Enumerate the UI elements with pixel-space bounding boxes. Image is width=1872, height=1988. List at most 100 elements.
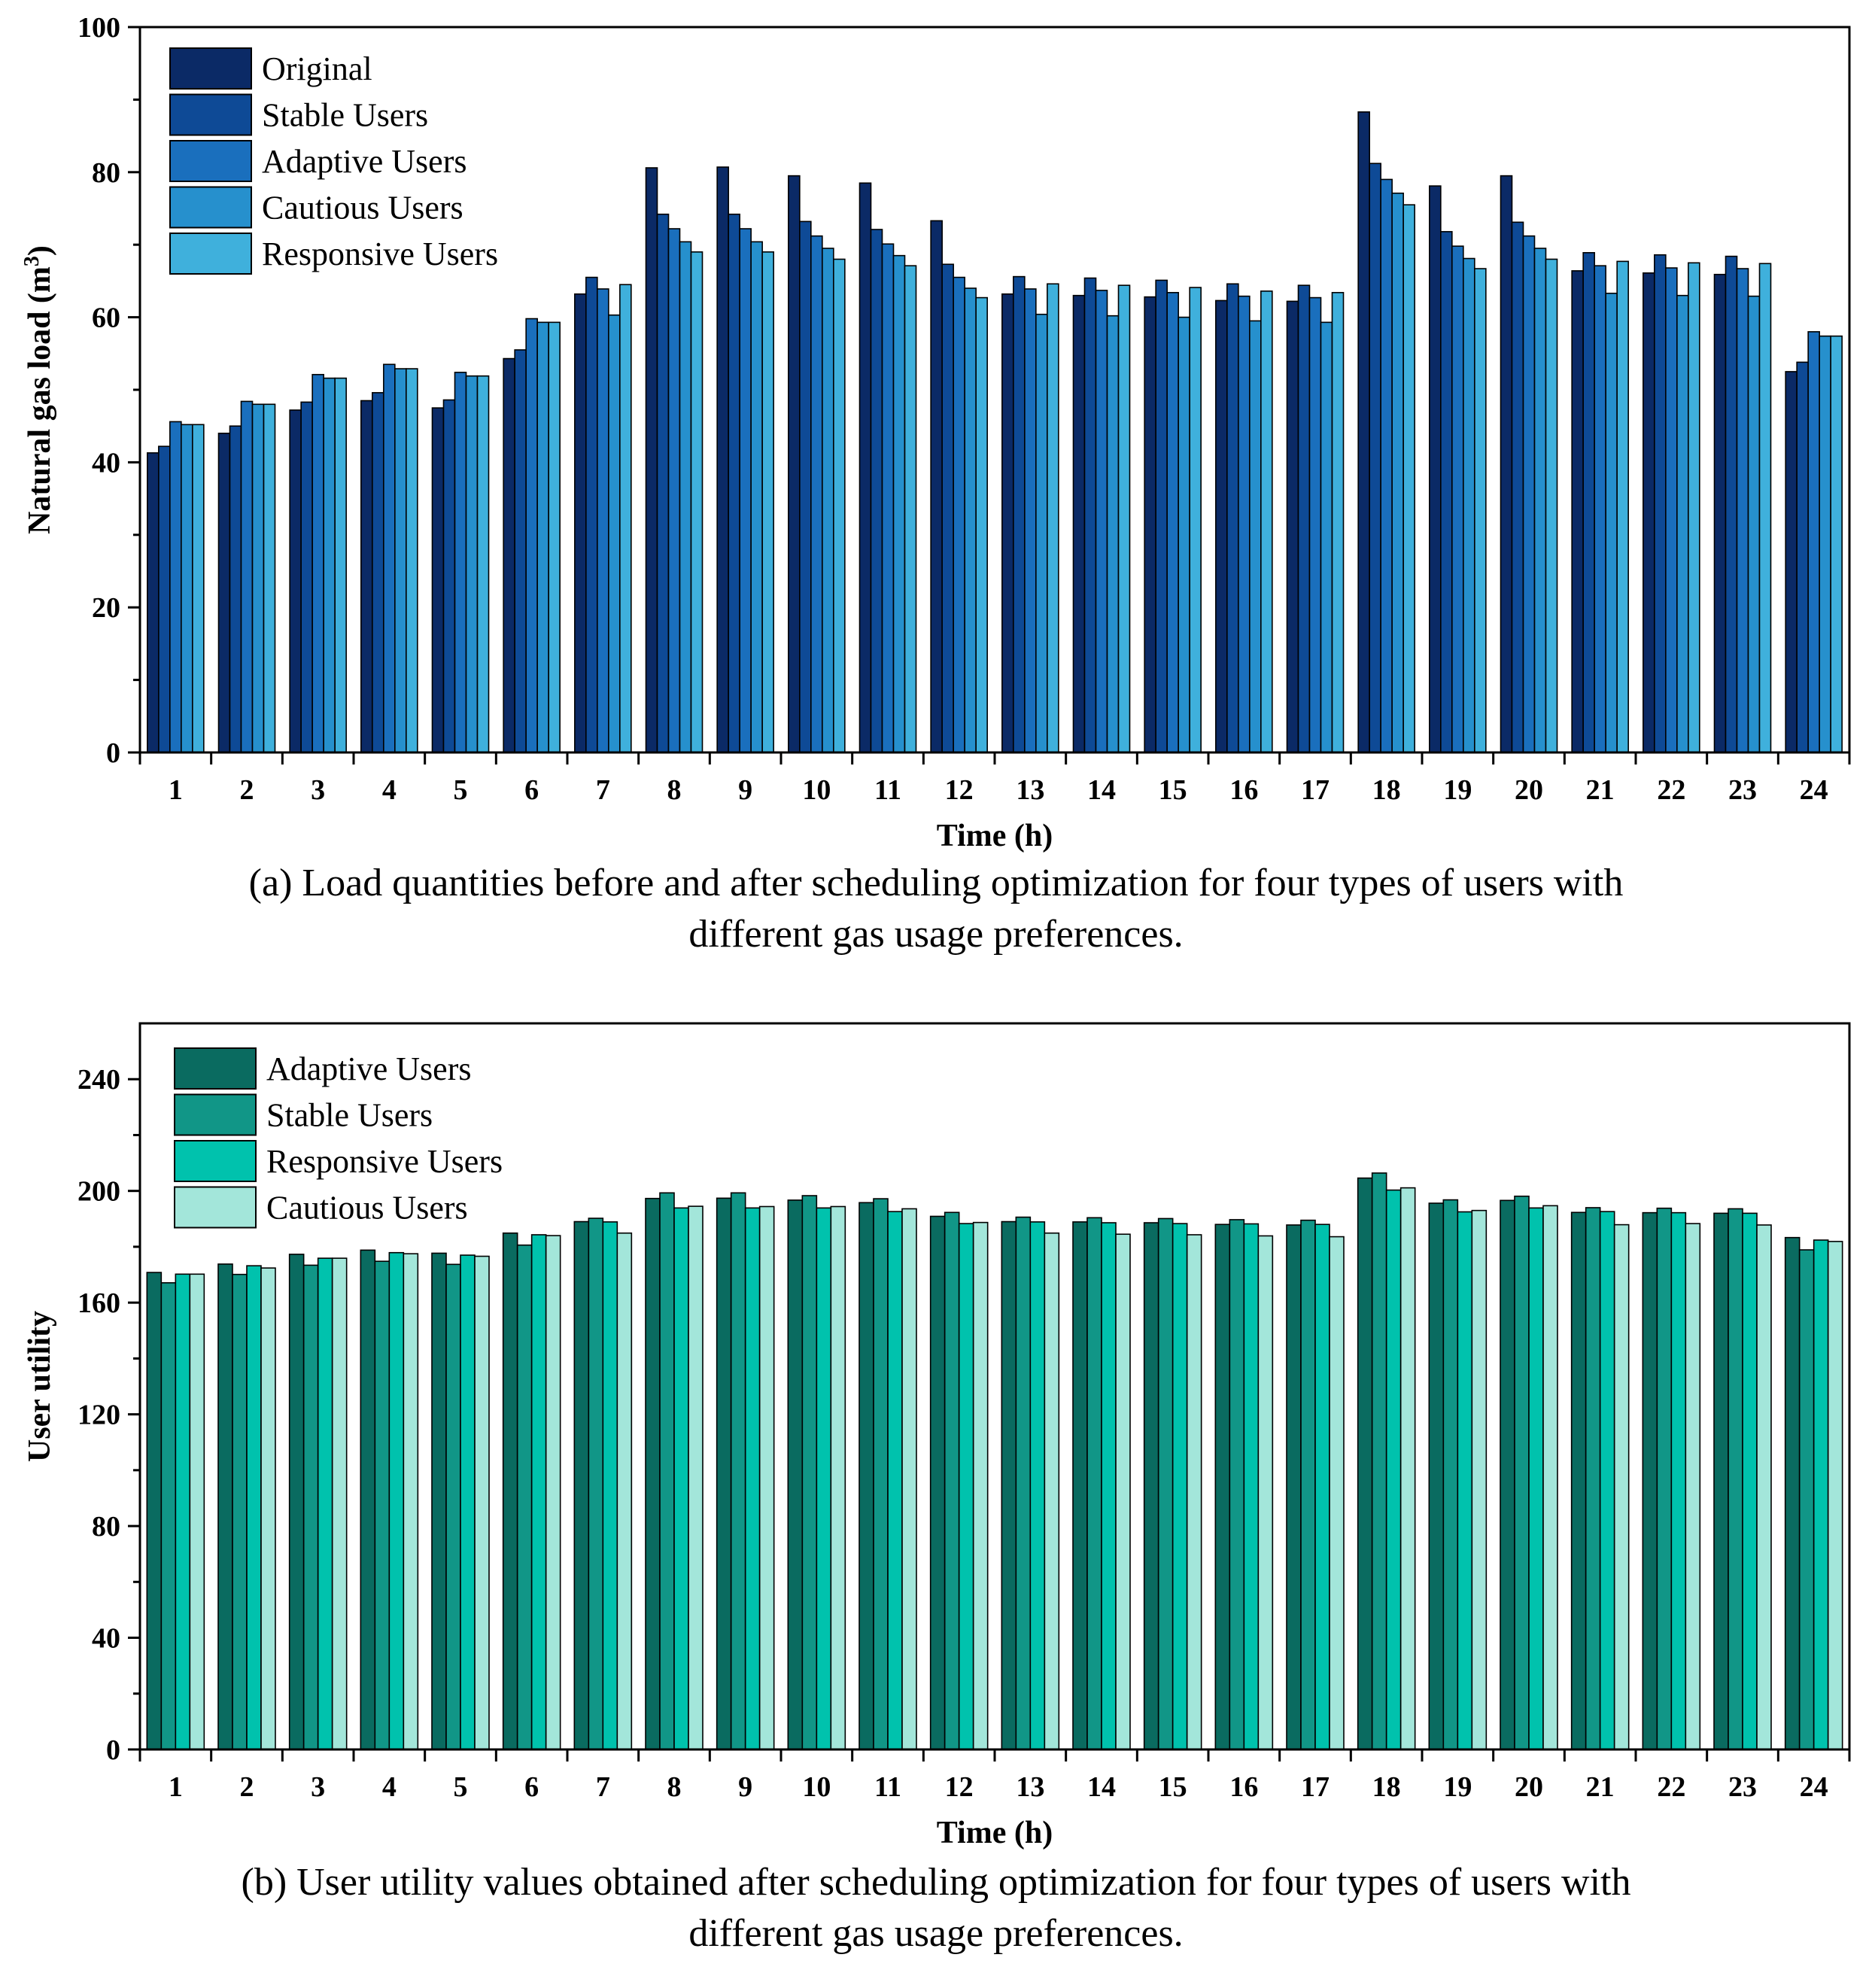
chart-a-xtick-label-13: 13 (1016, 774, 1044, 806)
chart-a-bar-s1-h22 (1643, 272, 1655, 753)
chart-a-bar-s1-h10 (788, 175, 801, 753)
chart-a-bar-s1-h19 (1429, 185, 1442, 753)
chart-b-bar-s1-h20 (1500, 1199, 1515, 1750)
chart-b-ytick-label-120: 120 (77, 1400, 120, 1431)
chart-a-legend: Original Stable Users Adaptive Users Cautio… (169, 47, 498, 275)
chart-a-bar-s2-h7 (585, 276, 598, 753)
chart-a-bar-s4-h14 (1106, 315, 1120, 753)
chart-b-bar-s3-h8 (673, 1207, 689, 1750)
chart-b-bar-s3-h19 (1457, 1211, 1473, 1750)
chart-b-bar-s1-h8 (645, 1197, 661, 1750)
chart-b-bar-s2-h8 (659, 1192, 675, 1750)
chart-a-bar-s5-h11 (904, 265, 917, 753)
chart-a-bar-s1-h18 (1357, 111, 1370, 753)
chart-a-ytick-label-20: 20 (92, 592, 120, 624)
chart-b-bar-s1-h11 (859, 1202, 874, 1750)
chart-b-bar-s3-h3 (317, 1257, 333, 1750)
chart-a-bar-s3-h14 (1095, 290, 1108, 753)
chart-a-bar-s3-h16 (1238, 295, 1251, 753)
chart-a-bar-s2-h2 (229, 425, 242, 753)
chart-a-bar-s4-h2 (251, 403, 265, 753)
chart-a-bar-s1-h7 (574, 293, 587, 753)
chart-b-bar-s2-h19 (1442, 1199, 1459, 1750)
chart-a-bar-s5-h6 (548, 321, 561, 753)
chart-b-bar-s1-h7 (573, 1220, 590, 1750)
chart-b-xtick-label-5: 5 (454, 1771, 468, 1803)
chart-a-ytick-label-60: 60 (92, 302, 120, 334)
chart-b-bar-s4-h15 (1186, 1234, 1202, 1750)
chart-b-xtick-label-19: 19 (1443, 1771, 1472, 1803)
chart-a-bar-s5-h19 (1474, 268, 1487, 753)
chart-b-legend-label-2: Stable Users (266, 1097, 433, 1134)
chart-b-xtick-label-21: 21 (1586, 1771, 1615, 1803)
chart-a-bar-s2-h17 (1297, 284, 1311, 753)
chart-a-bar-s2-h9 (728, 213, 740, 753)
chart-a-bar-s4-h10 (822, 248, 834, 753)
chart-b-xtick-label-16: 16 (1229, 1771, 1258, 1803)
chart-b-bar-s3-h24 (1813, 1239, 1829, 1750)
chart-a-bar-s2-h11 (870, 229, 883, 753)
chart-b-bar-s4-h18 (1399, 1187, 1416, 1750)
chart-a-bar-s3-h23 (1736, 268, 1749, 753)
chart-a-legend-swatch-1 (169, 47, 252, 90)
chart-a-bar-s5-h5 (476, 375, 490, 753)
chart-b-bar-s4-h12 (972, 1221, 989, 1750)
chart-a-xtick-label-17: 17 (1301, 774, 1330, 806)
chart-b-bar-s4-h2 (260, 1267, 276, 1750)
chart-b-bar-s2-h17 (1300, 1219, 1316, 1750)
chart-a-bar-s1-h21 (1571, 270, 1584, 753)
caption-a-line-1: (a) Load quantities before and after sch… (248, 862, 1624, 904)
caption-b: (b) User utility values obtained after s… (0, 1857, 1872, 1959)
chart-a-bar-s2-h8 (656, 213, 670, 753)
chart-b-bar-s4-h23 (1756, 1224, 1772, 1750)
chart-a-bar-s3-h19 (1451, 245, 1464, 753)
chart-a-bar-s3-h1 (169, 421, 182, 753)
chart-b-bar-s2-h10 (801, 1195, 818, 1750)
chart-a-xtick-label-12: 12 (945, 774, 974, 806)
chart-b-bar-s4-h20 (1542, 1205, 1558, 1750)
chart-b-bar-s1-h19 (1428, 1202, 1445, 1750)
chart-b-xtick-label-2: 2 (240, 1771, 254, 1803)
chart-a-legend-label-5: Responsive Users (262, 236, 498, 272)
chart-a-legend-swatch-2 (169, 93, 252, 136)
chart-a-bar-s4-h17 (1320, 321, 1333, 753)
chart-a-bar-s3-h5 (454, 372, 467, 753)
chart-a-bar-s4-h18 (1391, 192, 1404, 753)
chart-b-bar-s3-h14 (1101, 1222, 1117, 1750)
chart-a-bar-s3-h6 (525, 318, 538, 753)
chart-b-bar-s4-h6 (545, 1235, 561, 1750)
chart-a-bar-s2-h16 (1226, 283, 1239, 753)
chart-a-bar-s3-h13 (1024, 288, 1037, 753)
chart-b-legend-label-4: Cautious Users (266, 1190, 468, 1227)
chart-a-legend-label-3: Adaptive Users (262, 143, 467, 180)
caption-b-line-1: (b) User utility values obtained after s… (241, 1861, 1631, 1904)
chart-b-bar-s4-h24 (1827, 1241, 1843, 1750)
chart-a-xtick-label-3: 3 (311, 774, 325, 806)
chart-b-bar-s1-h13 (1001, 1220, 1017, 1750)
chart-b-xtick-label-24: 24 (1800, 1771, 1828, 1803)
chart-a-bar-s3-h22 (1665, 267, 1678, 753)
chart-a-bar-s4-h20 (1533, 248, 1547, 753)
chart-a-bar-s5-h14 (1117, 284, 1131, 753)
chart-a-bar-s4-h23 (1747, 295, 1761, 753)
chart-b-legend-swatch-4 (174, 1186, 257, 1229)
chart-a-bar-s1-h5 (431, 407, 445, 753)
chart-a-y-axis-label: Natural gas load (m3) (20, 245, 58, 534)
chart-a-bar-s4-h12 (964, 287, 977, 753)
chart-b-ytick-label-160: 160 (77, 1287, 120, 1319)
chart-b-bar-s1-h3 (288, 1254, 305, 1750)
chart-a-bar-s3-h4 (383, 363, 396, 753)
chart-b-bar-s4-h7 (616, 1232, 633, 1750)
chart-b-legend-label-1: Adaptive Users (266, 1050, 472, 1087)
chart-b-bar-s2-h20 (1514, 1195, 1530, 1750)
chart-b-legend: Adaptive Users Stable Users Responsive Use… (174, 1047, 503, 1229)
chart-a-bar-s3-h9 (739, 228, 752, 753)
chart-b-ytick-label-240: 240 (77, 1064, 120, 1096)
chart-a-bar-s1-h16 (1215, 299, 1228, 753)
chart-b-bar-s2-h6 (516, 1244, 533, 1750)
chart-a-bar-s1-h17 (1286, 300, 1299, 753)
chart-a-bar-s1-h3 (289, 409, 302, 753)
chart-a-bar-s5-h10 (833, 258, 846, 753)
